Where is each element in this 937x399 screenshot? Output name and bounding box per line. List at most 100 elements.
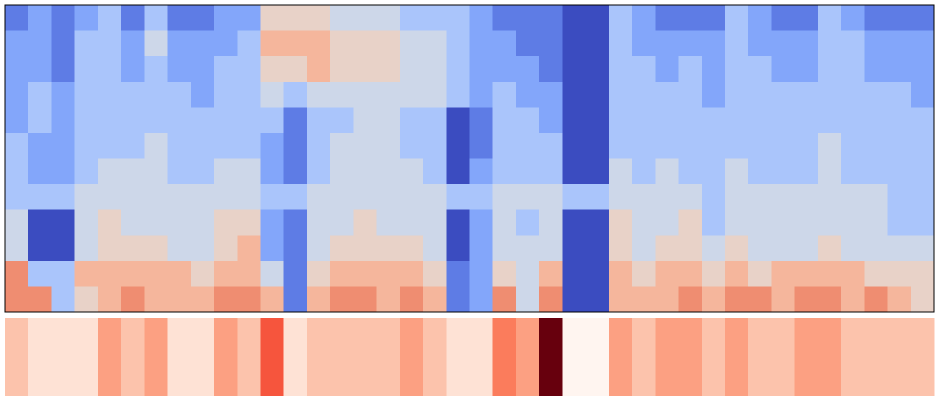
strip-cell [237,318,261,396]
heatmap-cell [678,56,703,83]
strip-cell [5,318,29,396]
heatmap-cell [864,30,889,57]
heatmap-cell [399,81,424,108]
strip-cell [539,318,563,396]
heatmap-cell [399,158,424,185]
heatmap-cell [748,132,772,159]
heatmap-cell [771,30,796,57]
heatmap-cell [74,30,99,57]
heatmap-cell [724,260,749,287]
heatmap-cell [910,56,935,83]
heatmap-cell [399,260,424,287]
heatmap-cell [724,81,749,108]
strip-cell [515,318,540,396]
heatmap-cell [655,30,680,57]
heatmap-cell [330,184,354,211]
heatmap-cell [910,184,935,211]
heatmap-cell [423,158,447,185]
heatmap-cell [864,235,889,262]
heatmap-cell [469,81,494,108]
heatmap-cell [423,184,447,211]
heatmap-cell [5,286,29,313]
heatmap-cell [214,260,238,287]
heatmap-cell [817,81,842,108]
heatmap-cell [376,132,401,159]
heatmap-cell [190,286,215,313]
heatmap-cell [724,5,749,32]
heatmap-cell [724,286,749,313]
heatmap-cell [748,81,772,108]
strip-cell [864,318,889,396]
heatmap-cell [51,132,76,159]
heatmap-cell [190,209,215,236]
heatmap-cell [74,107,99,134]
heatmap-cell [190,184,215,211]
heatmap-cell [214,5,238,32]
heatmap-cell [841,260,865,287]
heatmap-cell [167,209,192,236]
heatmap-cell [817,5,842,32]
heatmap-cell [724,30,749,57]
strip-cell [608,318,633,396]
heatmap-cell [97,286,122,313]
heatmap-cell [469,286,494,313]
heatmap-cell [794,132,819,159]
heatmap-cell [28,5,52,32]
heatmap-cell [144,184,169,211]
heatmap-cell [51,209,76,236]
heatmap-cell [841,184,865,211]
heatmap-cell [817,209,842,236]
heatmap-cell [608,5,633,32]
heatmap-cell [632,286,656,313]
heatmap-cell [841,30,865,57]
heatmap-cell [794,107,819,134]
strip-cell [97,318,122,396]
heatmap-cell [864,132,889,159]
heatmap-cell [492,260,517,287]
heatmap-cell [353,184,378,211]
heatmap-cell [306,56,331,83]
heatmap-cell [632,184,656,211]
heatmap-cell [469,260,494,287]
heatmap-cell [353,30,378,57]
strip-cell [748,318,772,396]
heatmap-cell [260,158,285,185]
heatmap-cell [353,5,378,32]
heatmap-cell [5,56,29,83]
plot-frame [4,4,935,313]
heatmap-cell [144,30,169,57]
heatmap-cell [678,184,703,211]
heatmap-cell [446,132,470,159]
heatmap-cell [399,286,424,313]
heatmap-cell [817,132,842,159]
heatmap-cell [562,132,587,159]
heatmap-cell [28,184,52,211]
heatmap-cell [678,260,703,287]
heatmap-cell [97,5,122,32]
heatmap-cell [608,107,633,134]
strip-cell [562,318,587,396]
heatmap-cell [399,235,424,262]
heatmap-cell [330,286,354,313]
heatmap-cell [144,81,169,108]
heatmap-cell [655,5,680,32]
heatmap-cell [817,184,842,211]
heatmap-cell [748,107,772,134]
heatmap-cell [678,235,703,262]
heatmap-cell [74,56,99,83]
heatmap-cell [841,286,865,313]
heatmap-cell [190,235,215,262]
heatmap-cell [701,209,726,236]
heatmap-cell [306,286,331,313]
heatmap-cell [585,286,610,313]
heatmap-cell [585,209,610,236]
heatmap-cell [632,158,656,185]
heatmap-cell [121,235,145,262]
heatmap-cell [655,184,680,211]
heatmap-cell [28,158,52,185]
heatmap-cell [353,260,378,287]
heatmap-cell [794,235,819,262]
heatmap-cell [469,107,494,134]
heatmap-cell [306,30,331,57]
heatmap-cell [283,286,308,313]
